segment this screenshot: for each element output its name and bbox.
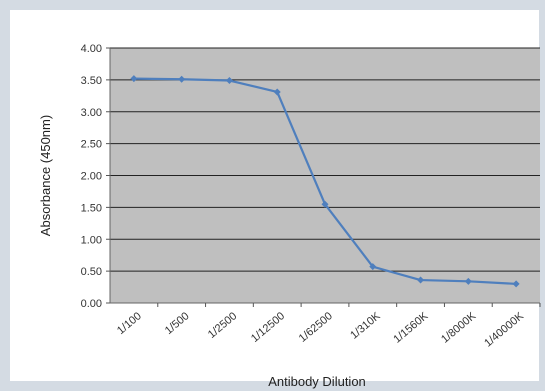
data-point bbox=[512, 280, 520, 288]
data-point bbox=[321, 200, 329, 208]
y-tick-label: 0.00 bbox=[81, 298, 102, 310]
x-tick-label: 1/2500 bbox=[206, 310, 239, 341]
y-tick-label: 0.50 bbox=[81, 266, 102, 278]
y-tick-label: 1.00 bbox=[81, 234, 102, 246]
y-tick-label: 2.50 bbox=[81, 139, 102, 151]
data-point bbox=[130, 75, 138, 83]
data-point bbox=[417, 276, 425, 284]
y-tick-label: 4.00 bbox=[81, 43, 102, 55]
y-tick-label: 3.00 bbox=[81, 107, 102, 119]
x-tick-label: 1/500 bbox=[163, 310, 192, 337]
data-point bbox=[369, 263, 377, 271]
data-point bbox=[225, 77, 233, 85]
y-tick-label: 1.50 bbox=[81, 202, 102, 214]
y-tick-label: 3.50 bbox=[81, 75, 102, 87]
data-point bbox=[464, 277, 472, 285]
y-axis-title: Absorbance (450nm) bbox=[38, 115, 53, 236]
x-tick-label: 1/62500 bbox=[297, 310, 335, 345]
x-tick-label: 1/8000K bbox=[439, 310, 479, 346]
y-tick-label: 2.00 bbox=[81, 171, 102, 183]
x-tick-label: 1/310K bbox=[348, 310, 383, 342]
data-point bbox=[273, 88, 281, 96]
data-point bbox=[178, 75, 186, 83]
x-tick-label: 1/100 bbox=[115, 310, 144, 337]
x-tick-label: 1/1560K bbox=[391, 310, 431, 346]
x-tick-label: 1/12500 bbox=[249, 310, 287, 345]
x-axis-title: Antibody Dilution bbox=[268, 374, 366, 389]
x-tick-label: 1/40000K bbox=[482, 310, 526, 350]
